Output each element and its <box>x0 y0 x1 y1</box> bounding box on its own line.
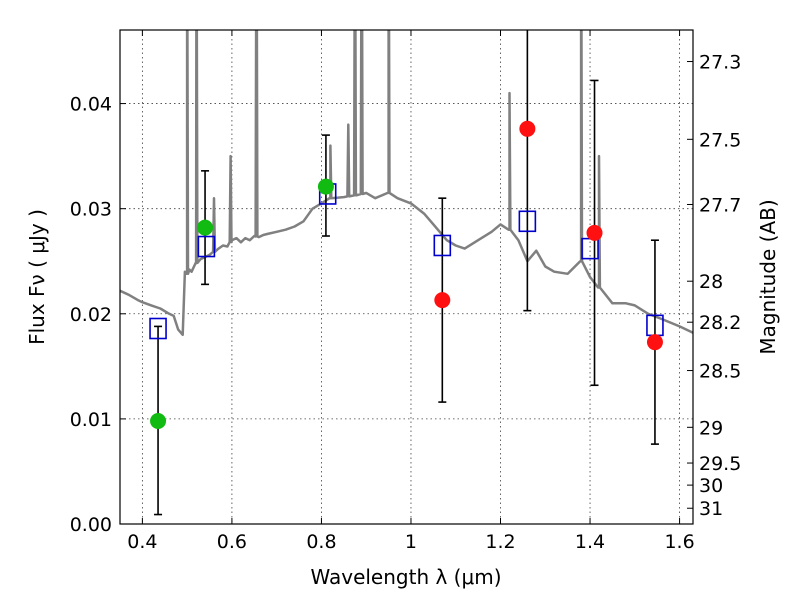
plot-frame <box>119 29 694 525</box>
x-axis-title: Wavelength λ (μm) <box>310 565 501 589</box>
observed-point <box>519 120 536 137</box>
grid <box>120 30 693 525</box>
right-tick-label: 29.5 <box>699 453 741 475</box>
x-tick-label: 0.8 <box>306 531 336 553</box>
right-tick-label: 27.3 <box>699 52 741 74</box>
model-photometry-square <box>518 210 537 233</box>
right-tick-label: 28.5 <box>699 361 741 383</box>
right-tick-label: 31 <box>699 498 723 520</box>
right-tick-label: 29 <box>699 417 723 439</box>
model-sed-line <box>120 30 693 337</box>
x-tick-label: 1.4 <box>575 531 605 553</box>
y-tick-label: 0.02 <box>70 304 112 326</box>
right-tick-label: 28.2 <box>699 312 741 334</box>
y-tick-label: 0.01 <box>70 409 112 431</box>
x-tick-label: 0.4 <box>127 531 157 553</box>
x-tick-label: 0.6 <box>217 531 247 553</box>
model-sed-layer <box>120 30 693 337</box>
observed-point <box>586 224 603 241</box>
observed-point <box>646 334 663 351</box>
y-tick-label: 0.00 <box>70 514 112 536</box>
model-photometry-square <box>433 234 452 257</box>
marker-layer <box>149 120 664 429</box>
right-tick-label: 27.7 <box>699 194 741 216</box>
right-tick-label: 30 <box>699 475 723 497</box>
y-tick-label: 0.04 <box>70 94 112 116</box>
observed-point <box>197 219 214 236</box>
observed-point <box>150 412 167 429</box>
x-tick-label: 1.2 <box>485 531 515 553</box>
y-right-axis-title: Magnitude (AB) <box>756 199 780 354</box>
tick-layer: 0.4 0.6 0.8 1 1.2 1.4 1.6 0.00 0.01 0.02 0.03 0.04 2… <box>70 30 741 553</box>
observed-point <box>317 178 334 195</box>
model-photometry-square <box>149 317 167 340</box>
y-tick-label: 0.03 <box>70 199 112 221</box>
observed-point <box>434 292 451 309</box>
x-tick-label: 1 <box>405 531 417 553</box>
error-bar-layer <box>154 30 659 516</box>
model-photometry-square <box>197 235 216 258</box>
y-axis-title: Flux Fν ( μJy ) <box>25 209 49 345</box>
right-tick-label: 28 <box>699 271 723 293</box>
x-tick-label: 1.6 <box>664 531 694 553</box>
right-tick-label: 27.5 <box>699 129 741 151</box>
